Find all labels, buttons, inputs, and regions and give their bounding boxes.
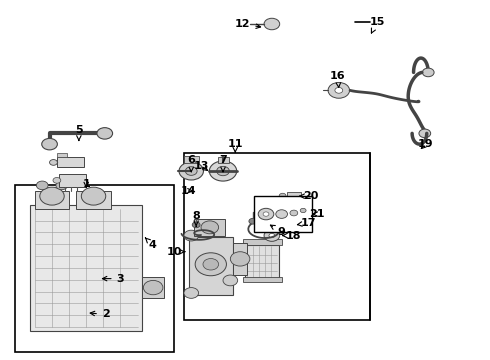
Circle shape <box>184 288 198 298</box>
Bar <box>57 157 84 167</box>
Text: 21: 21 <box>310 209 325 219</box>
Circle shape <box>230 252 250 266</box>
Bar <box>189 237 233 295</box>
Bar <box>194 220 225 235</box>
Bar <box>143 277 164 298</box>
Bar <box>233 243 247 275</box>
Circle shape <box>223 275 238 286</box>
Circle shape <box>249 219 257 224</box>
Text: 5: 5 <box>75 125 83 140</box>
Circle shape <box>195 253 226 276</box>
Circle shape <box>53 177 61 183</box>
Bar <box>287 192 301 200</box>
Circle shape <box>36 181 48 190</box>
Text: 6: 6 <box>187 155 195 172</box>
Circle shape <box>203 258 219 270</box>
Bar <box>57 153 67 157</box>
Text: 16: 16 <box>330 71 345 87</box>
Circle shape <box>42 138 57 150</box>
Text: 2: 2 <box>90 310 110 319</box>
Circle shape <box>56 181 68 190</box>
Circle shape <box>264 230 280 241</box>
Circle shape <box>209 161 237 181</box>
Circle shape <box>300 208 306 213</box>
Circle shape <box>192 222 200 228</box>
Bar <box>35 191 69 209</box>
Bar <box>245 244 279 280</box>
Circle shape <box>422 68 434 77</box>
Text: 10: 10 <box>167 247 185 257</box>
Circle shape <box>258 208 274 220</box>
Text: 20: 20 <box>300 191 318 201</box>
Circle shape <box>276 210 288 219</box>
Circle shape <box>144 280 163 295</box>
Circle shape <box>328 82 349 98</box>
Text: 13: 13 <box>194 161 209 171</box>
Circle shape <box>97 128 113 139</box>
Circle shape <box>264 18 280 30</box>
Circle shape <box>184 230 198 241</box>
Circle shape <box>40 187 64 205</box>
Bar <box>243 277 282 282</box>
Text: 11: 11 <box>227 139 243 152</box>
Circle shape <box>290 210 298 216</box>
Bar <box>30 205 143 330</box>
Circle shape <box>201 221 219 234</box>
Text: 4: 4 <box>146 238 156 249</box>
Circle shape <box>81 187 106 205</box>
Text: 19: 19 <box>418 139 434 149</box>
Circle shape <box>335 87 343 93</box>
Circle shape <box>277 219 286 225</box>
Text: 7: 7 <box>219 155 227 172</box>
Text: 9: 9 <box>270 225 286 237</box>
Circle shape <box>49 159 57 165</box>
Text: 14: 14 <box>181 186 196 196</box>
Circle shape <box>279 193 286 198</box>
Bar <box>254 196 313 232</box>
Bar <box>76 191 111 209</box>
Circle shape <box>179 162 203 180</box>
Bar <box>184 156 198 163</box>
Text: 15: 15 <box>369 17 385 33</box>
Circle shape <box>217 166 229 176</box>
Bar <box>15 185 174 352</box>
Text: 12: 12 <box>235 19 261 29</box>
Bar <box>277 217 297 226</box>
Text: 18: 18 <box>283 231 302 240</box>
Bar <box>184 153 369 320</box>
Bar <box>243 239 282 244</box>
Circle shape <box>263 212 269 216</box>
Text: 1: 1 <box>82 179 90 189</box>
Text: 3: 3 <box>102 274 124 284</box>
Bar <box>59 174 86 187</box>
Bar <box>218 157 229 163</box>
Circle shape <box>185 167 197 175</box>
Text: 8: 8 <box>192 211 200 226</box>
Text: 17: 17 <box>297 218 316 228</box>
Circle shape <box>269 233 275 238</box>
Circle shape <box>419 129 431 138</box>
